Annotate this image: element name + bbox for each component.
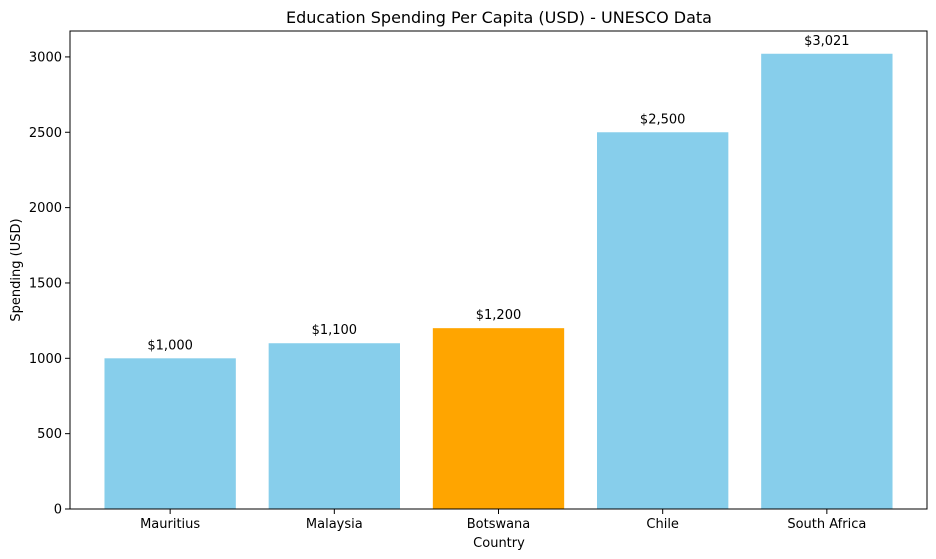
- x-tick-label: Botswana: [467, 517, 531, 532]
- bar-south-africa: [761, 53, 893, 509]
- y-tick-label: 2000: [29, 201, 62, 216]
- y-tick-label: 1000: [29, 352, 62, 367]
- data-labels-group: $1,000 $1,100 $1,200 $2,500 $3,021: [147, 34, 849, 354]
- x-axis-label: Country: [473, 536, 525, 551]
- y-tick-label: 500: [37, 427, 62, 442]
- x-tick-label: South Africa: [787, 517, 866, 532]
- bar-botswana: [432, 328, 565, 509]
- y-tick-label: 2500: [29, 126, 62, 141]
- data-label: $1,000: [147, 338, 193, 353]
- y-axis-label: Spending (USD): [9, 218, 24, 321]
- data-label: $1,200: [476, 308, 522, 323]
- x-tick-label: Malaysia: [306, 517, 363, 532]
- data-label: $2,500: [640, 112, 686, 127]
- x-tick-label: Chile: [646, 517, 679, 532]
- bar-mauritius: [104, 358, 236, 509]
- chart-title: Education Spending Per Capita (USD) - UN…: [286, 8, 712, 27]
- bar-chile: [597, 132, 729, 509]
- data-label: $1,100: [312, 323, 358, 338]
- plot-frame: [69, 30, 928, 510]
- x-axis: Mauritius Malaysia Botswana Chile South Afri…: [140, 509, 866, 532]
- y-axis: 0 500 1000 1500 2000 2500 3000: [29, 50, 70, 518]
- y-tick-label: 1500: [29, 276, 62, 291]
- y-tick-label: 0: [54, 503, 62, 518]
- data-label: $3,021: [804, 34, 850, 49]
- bar-malaysia: [268, 343, 400, 509]
- bars-group: [104, 53, 893, 509]
- x-tick-label: Mauritius: [140, 517, 200, 532]
- y-tick-label: 3000: [29, 50, 62, 65]
